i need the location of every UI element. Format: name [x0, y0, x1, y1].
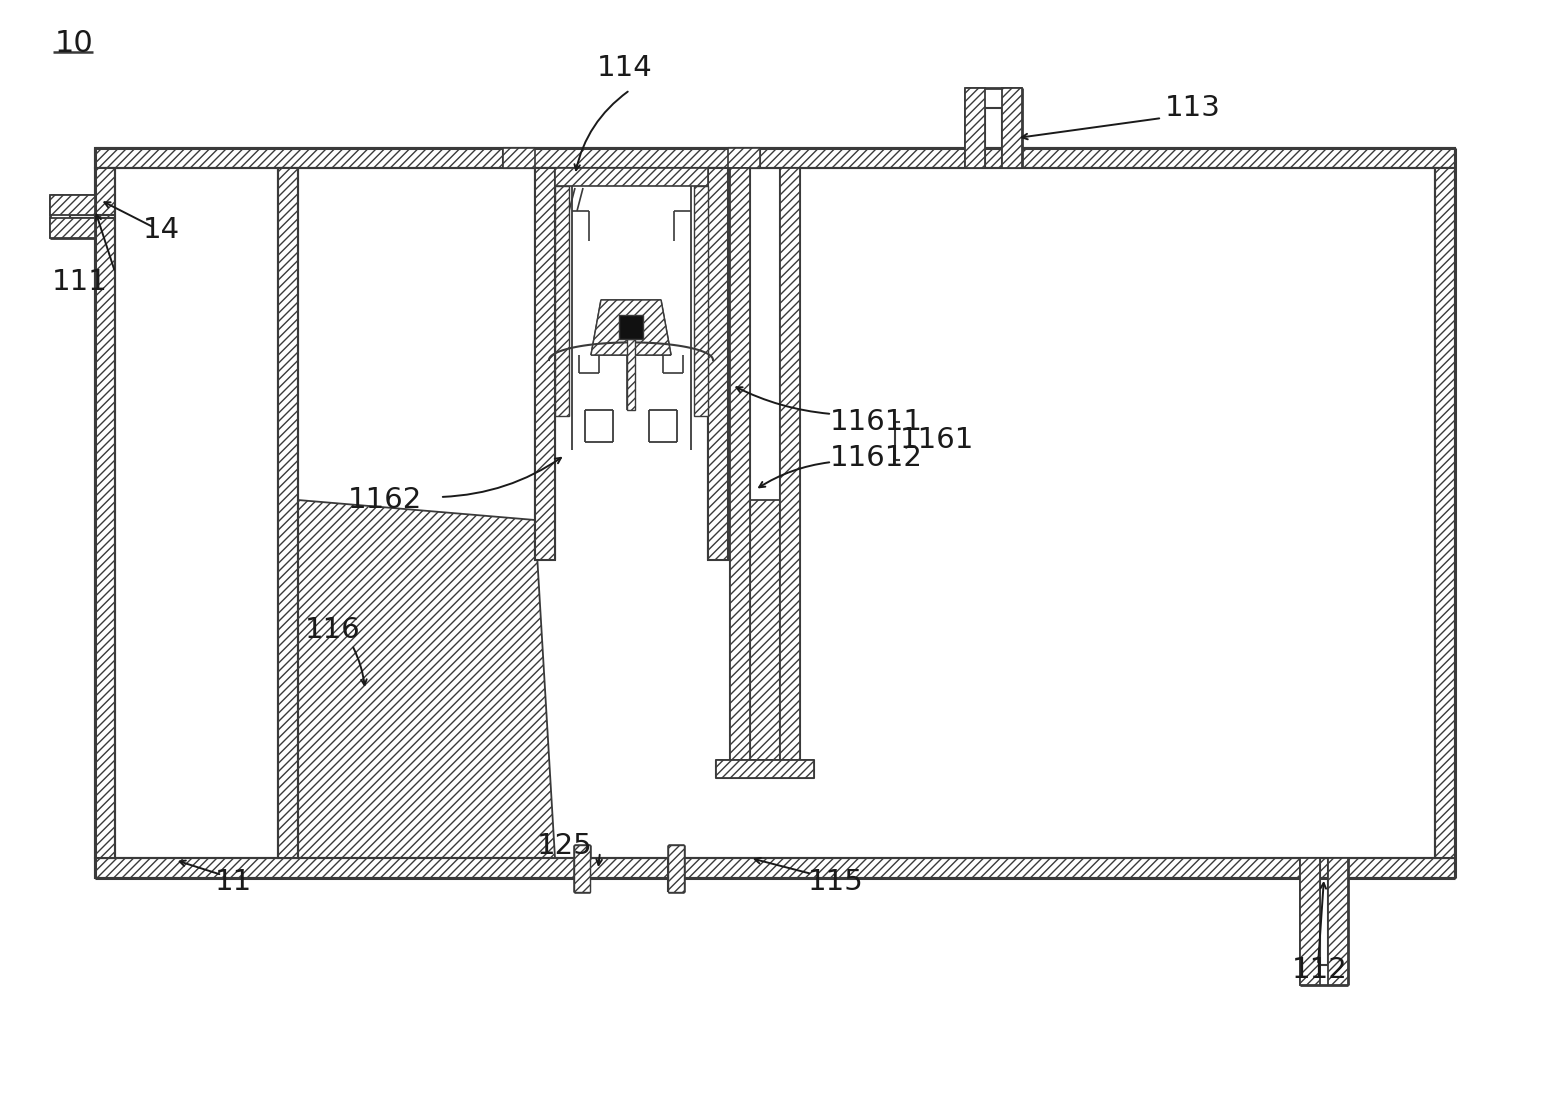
Text: 116: 116 — [305, 615, 360, 644]
Text: 112: 112 — [1292, 956, 1348, 984]
Bar — [628, 339, 635, 410]
Polygon shape — [716, 760, 815, 778]
Bar — [298, 168, 1435, 858]
Text: 114: 114 — [597, 55, 652, 82]
Text: 1162: 1162 — [348, 486, 422, 514]
Text: 115: 115 — [809, 868, 864, 896]
Bar — [114, 168, 278, 858]
Bar — [750, 168, 781, 760]
Text: 11: 11 — [215, 868, 252, 896]
Bar — [94, 858, 1455, 878]
Bar — [1300, 858, 1320, 985]
Text: 111: 111 — [53, 268, 108, 296]
Bar — [1435, 168, 1455, 858]
Text: 10: 10 — [56, 29, 94, 58]
Text: 1161: 1161 — [900, 426, 974, 454]
Text: 125: 125 — [536, 833, 592, 860]
Text: 14: 14 — [142, 216, 181, 244]
Polygon shape — [730, 500, 799, 760]
Bar — [965, 88, 985, 168]
Bar — [716, 760, 815, 778]
Bar — [94, 148, 1455, 168]
Bar — [555, 168, 708, 186]
Bar — [278, 168, 298, 858]
Bar — [730, 168, 750, 760]
Bar — [94, 168, 114, 858]
Bar — [49, 218, 94, 238]
Bar — [1002, 88, 1022, 168]
Polygon shape — [591, 301, 671, 355]
Bar — [502, 148, 535, 168]
Polygon shape — [298, 500, 555, 858]
Bar — [535, 168, 555, 560]
Text: 11612: 11612 — [830, 444, 923, 472]
Bar — [728, 148, 761, 168]
Bar — [555, 186, 569, 416]
Text: 113: 113 — [1166, 93, 1221, 122]
Bar — [668, 845, 683, 892]
Bar — [555, 168, 708, 560]
Bar — [618, 315, 643, 339]
Bar — [1328, 858, 1348, 985]
Bar — [708, 168, 728, 560]
Bar — [49, 195, 94, 215]
Bar — [781, 168, 799, 760]
Text: 11611: 11611 — [830, 408, 923, 436]
Bar — [94, 148, 1455, 878]
Bar — [574, 845, 591, 892]
Bar — [694, 186, 708, 416]
